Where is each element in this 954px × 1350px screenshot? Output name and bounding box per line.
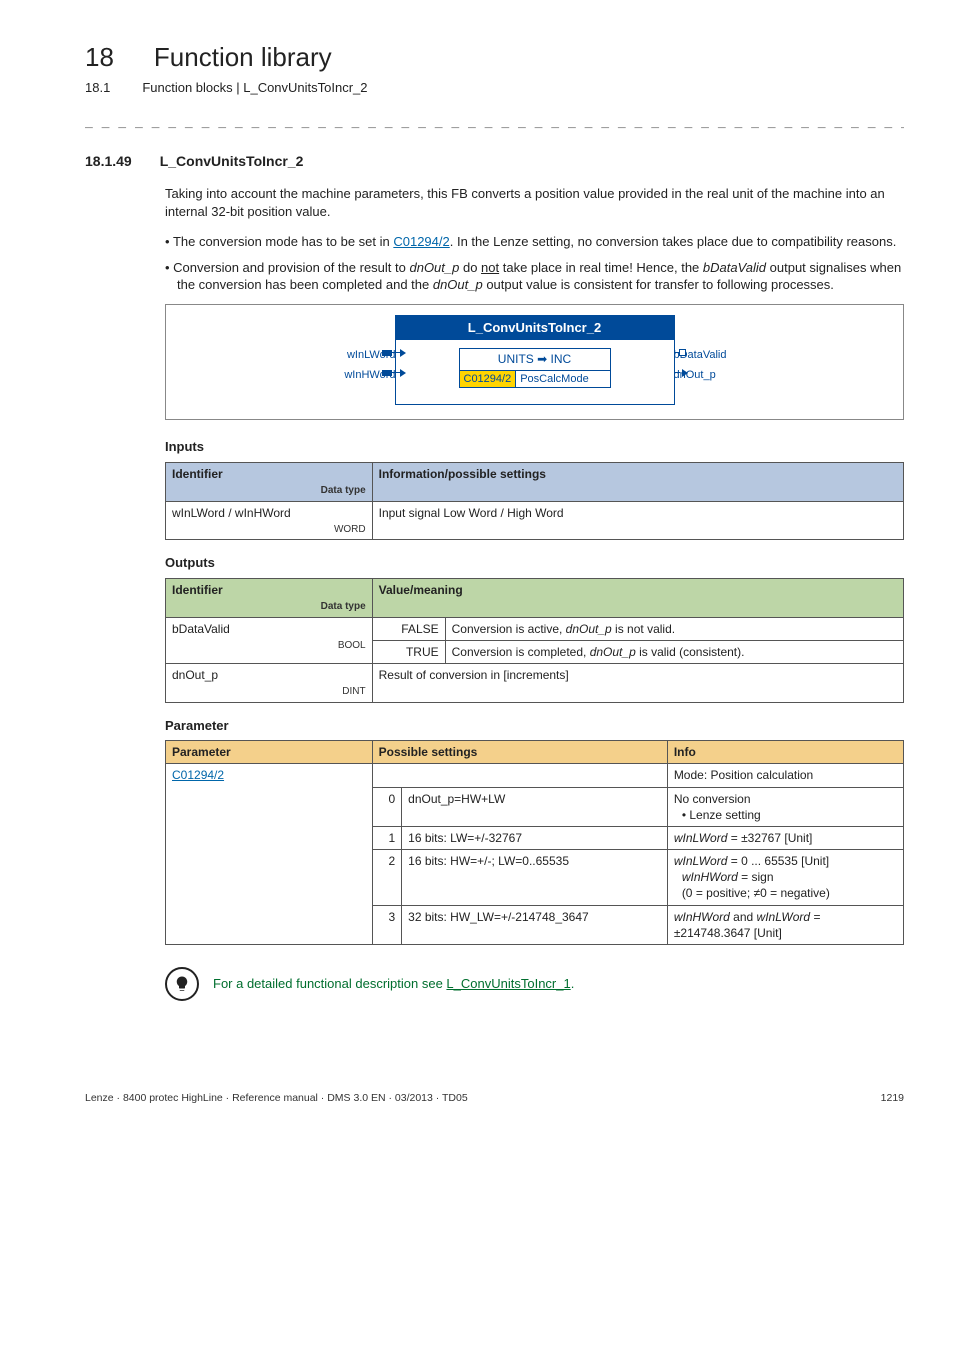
outputs-label: Outputs [165, 554, 904, 572]
cell: bDataValid [172, 622, 230, 636]
section-title: Function blocks | L_ConvUnitsToIncr_2 [142, 79, 367, 97]
cell: Input signal Low Word / High Word [372, 501, 903, 540]
section-number: 18.1 [85, 79, 110, 97]
text: The conversion mode has to be set in [173, 234, 393, 249]
cell: 1 [372, 826, 402, 849]
inputs-table: Identifier Data type Information/possibl… [165, 462, 904, 540]
cell: 16 bits: LW=+/-32767 [402, 826, 668, 849]
subsection-title: L_ConvUnitsToIncr_2 [160, 152, 304, 171]
tip-icon [165, 967, 199, 1001]
cell: Mode: Position calculation [667, 764, 903, 787]
chapter-number: 18 [85, 40, 114, 75]
cell-datatype: DINT [172, 685, 366, 699]
cell: wInLWord = ±32767 [Unit] [667, 826, 903, 849]
cell: No conversion • Lenze setting [667, 787, 903, 826]
text: do [459, 260, 481, 275]
cell: dnOut_p [172, 668, 218, 682]
cell: wInLWord = 0 ... 65535 [Unit] wInHWord =… [667, 850, 903, 906]
col-subheader: Data type [172, 600, 366, 614]
cell: FALSE [372, 617, 445, 640]
inputs-label: Inputs [165, 438, 904, 456]
cell: 3 [372, 905, 402, 944]
cell: 32 bits: HW_LW=+/-214748_3647 [402, 905, 668, 944]
bullet-1: The conversion mode has to be set in C01… [165, 233, 904, 251]
cell: dnOut_p=HW+LW [402, 787, 668, 826]
cell: wInLWord / wInHWord [172, 506, 291, 520]
bullet-2: Conversion and provision of the result t… [165, 259, 904, 294]
col-header: Parameter [166, 741, 373, 764]
cell-datatype: BOOL [172, 639, 366, 653]
text: dnOut_p [433, 277, 483, 292]
footer-right: 1219 [881, 1091, 904, 1105]
cell: TRUE [372, 640, 445, 663]
col-subheader: Data type [172, 484, 366, 498]
fb-inner-top: UNITS ➡ INC [460, 349, 610, 369]
footer-left: Lenze · 8400 protec HighLine · Reference… [85, 1091, 468, 1105]
tip-link[interactable]: L_ConvUnitsToIncr_1 [446, 976, 570, 991]
fb-inner-mode: PosCalcMode [516, 371, 592, 388]
cell: wInHWord and wInLWord = ±214748.3647 [Un… [667, 905, 903, 944]
outputs-table: Identifier Data type Value/meaning bData… [165, 578, 904, 703]
cell: 16 bits: HW=+/-; LW=0..65535 [402, 850, 668, 906]
intro-paragraph: Taking into account the machine paramete… [165, 185, 904, 220]
cell: Conversion is active, dnOut_p is not val… [445, 617, 903, 640]
subsection-number: 18.1.49 [85, 152, 132, 171]
fb-inner-code: C01294/2 [460, 371, 517, 388]
chapter-title: Function library [154, 40, 332, 75]
parameter-table: Parameter Possible settings Info C01294/… [165, 740, 904, 945]
col-header: Information/possible settings [372, 462, 903, 501]
fb-title: L_ConvUnitsToIncr_2 [395, 315, 675, 341]
cell-datatype: WORD [172, 523, 366, 537]
col-header: Value/meaning [372, 578, 903, 617]
text: Conversion and provision of the result t… [173, 260, 409, 275]
text: not [481, 260, 499, 275]
code-link[interactable]: C01294/2 [393, 234, 449, 249]
col-header: Identifier [172, 583, 223, 597]
code-link[interactable]: C01294/2 [172, 768, 224, 782]
col-header: Info [667, 741, 903, 764]
text: take place in real time! Hence, the [499, 260, 703, 275]
text: output value is consistent for transfer … [483, 277, 834, 292]
separator: _ _ _ _ _ _ _ _ _ _ _ _ _ _ _ _ _ _ _ _ … [85, 113, 904, 131]
text: dnOut_p [409, 260, 459, 275]
fb-diagram: L_ConvUnitsToIncr_2 wInLWord wInHWord UN… [165, 304, 904, 421]
col-header: Identifier [172, 467, 223, 481]
cell: 2 [372, 850, 402, 906]
col-header: Possible settings [372, 741, 667, 764]
cell: Result of conversion in [increments] [372, 663, 903, 702]
parameter-label: Parameter [165, 717, 904, 735]
text: bDataValid [703, 260, 766, 275]
text: . In the Lenze setting, no conversion ta… [450, 234, 897, 249]
cell: Conversion is completed, dnOut_p is vali… [445, 640, 903, 663]
cell: 0 [372, 787, 402, 826]
tip-text: For a detailed functional description se… [213, 975, 574, 993]
port-out2: dnOut_p [674, 368, 716, 383]
